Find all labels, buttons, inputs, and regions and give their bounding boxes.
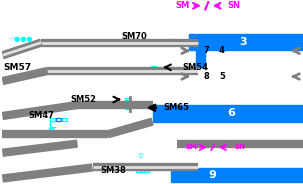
Text: ⊣●●●: ⊣●●● <box>8 36 33 42</box>
Bar <box>125 106 129 109</box>
Bar <box>136 170 140 171</box>
Text: SM38: SM38 <box>101 166 126 175</box>
Bar <box>145 170 149 171</box>
Bar <box>49 128 52 130</box>
Bar <box>50 118 55 121</box>
Text: SM: SM <box>176 1 190 10</box>
Text: SM47: SM47 <box>28 111 54 120</box>
Bar <box>153 105 303 121</box>
Text: ⊙: ⊙ <box>138 153 144 159</box>
Text: 6: 6 <box>227 108 235 118</box>
Text: SM65: SM65 <box>163 103 189 112</box>
Text: SM70: SM70 <box>122 33 148 42</box>
Bar <box>125 98 129 100</box>
Text: SM57: SM57 <box>3 63 32 72</box>
Text: 8: 8 <box>204 72 210 81</box>
Bar <box>171 168 303 182</box>
Text: SN: SN <box>227 1 240 10</box>
Bar <box>62 118 67 121</box>
Text: 9: 9 <box>209 170 217 180</box>
Text: SM: SM <box>186 144 198 150</box>
Bar <box>172 39 177 42</box>
Text: 4: 4 <box>219 46 225 55</box>
Text: 5: 5 <box>219 72 225 81</box>
Bar <box>141 170 144 171</box>
Text: SM52: SM52 <box>71 95 96 104</box>
Bar <box>56 118 61 121</box>
Bar <box>196 35 205 67</box>
Bar <box>151 66 156 69</box>
Bar <box>189 34 303 50</box>
Text: 7: 7 <box>204 46 210 55</box>
Text: SN: SN <box>235 144 245 150</box>
Text: 3: 3 <box>239 37 247 47</box>
Text: SM54: SM54 <box>183 63 209 72</box>
